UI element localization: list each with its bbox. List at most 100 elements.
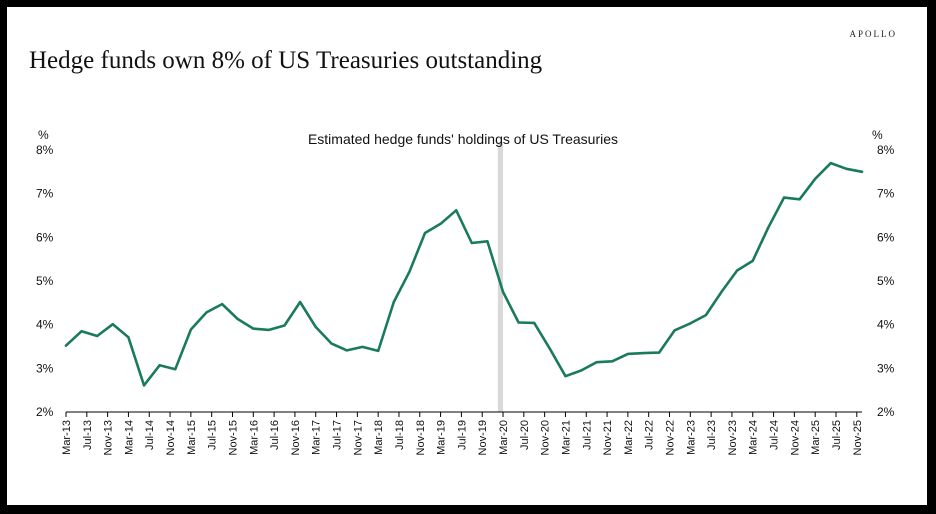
y-tick-label-right: 4% [877,318,895,332]
x-tick-label: Nov-20 [540,420,552,455]
x-tick-label: Nov-19 [477,420,489,455]
data-point [283,324,286,327]
x-tick-label: Nov-15 [227,420,239,455]
data-point [689,322,692,325]
data-point [189,328,192,331]
data-point [174,368,177,371]
x-tick-label: Nov-24 [789,420,801,455]
x-tick-label: Jul-22 [644,420,656,450]
data-point [611,360,614,363]
data-point [642,351,645,355]
data-point [345,349,349,352]
x-tick-label: Jul-19 [456,420,468,450]
y-tick-label-right: 7% [877,187,895,201]
data-point [236,317,239,321]
data-point [299,300,302,304]
y-tick-label-right: 2% [877,405,895,419]
data-point [252,327,255,330]
data-point [704,313,708,317]
data-point [392,300,395,304]
y-tick-label-right: 3% [877,361,895,375]
x-tick-label: Jul-15 [207,420,219,450]
x-tick-label: Mar-18 [373,420,385,455]
data-point [767,226,770,229]
x-tick-label: Nov-22 [665,420,677,455]
x-tick-label: Mar-19 [436,420,448,455]
data-point [657,351,661,354]
recession-shade [497,142,504,412]
x-tick-label: Nov-21 [602,420,614,455]
y-tick-label-left: 5% [36,274,54,288]
data-point [455,209,458,212]
x-tick-label: Nov-23 [727,420,739,455]
series-line [64,161,864,387]
x-tick-label: Mar-13 [61,420,73,455]
data-point [205,311,208,314]
x-tick-label: Mar-15 [186,420,198,455]
data-point [814,177,817,180]
data-point [548,347,551,350]
data-point [517,321,520,324]
y-tick-label-left: 8% [36,143,54,157]
data-point [579,369,583,372]
data-point [798,198,801,201]
y-tick-label-left: 2% [36,405,54,419]
x-tick-label: Mar-22 [623,420,635,455]
data-point [267,328,271,332]
data-point [423,231,427,235]
chart-card: APOLLO Hedge funds own 8% of US Treasuri… [7,7,927,505]
data-point [80,330,83,333]
data-point [158,364,161,367]
y-tick-label-left: 6% [36,230,54,244]
data-point [314,325,317,328]
data-point [564,375,567,378]
data-point [673,329,676,332]
x-tick-label: Nov-17 [352,420,364,455]
data-point [96,334,99,338]
data-point [377,349,380,352]
x-tick-label: Mar-23 [685,420,697,455]
x-tick-label: Mar-21 [560,420,572,455]
x-tick-label: Mar-17 [311,420,323,455]
x-tick-label: Jul-20 [519,420,531,450]
data-point [533,321,536,325]
x-tick-label: Nov-16 [290,420,302,455]
x-tick-label: Mar-20 [498,420,510,455]
data-point [127,336,130,339]
x-tick-label: Mar-25 [810,420,822,455]
data-point [330,342,333,345]
x-tick-label: Nov-18 [415,420,427,455]
x-tick-label: Nov-13 [103,420,115,455]
y-axis-label-right: % [872,128,883,142]
data-point [111,323,114,326]
x-tick-label: Jul-21 [581,420,593,450]
x-tick-label: Jul-17 [332,420,344,450]
data-point [470,241,473,245]
x-tick-label: Mar-14 [123,420,135,455]
data-point [220,303,224,306]
data-point [626,352,629,356]
y-axis-label-left: % [38,128,49,142]
data-point [361,345,364,349]
data-point [845,167,848,170]
data-point [142,384,146,387]
data-point [782,196,786,199]
data-point [439,222,442,225]
data-point [736,269,739,272]
brand-logo: APOLLO [849,29,897,39]
data-point [501,290,505,294]
y-tick-label-right: 6% [877,230,895,244]
x-tick-label: Nov-25 [852,420,864,455]
x-tick-label: Mar-16 [248,420,260,455]
data-point [860,170,864,173]
x-tick-label: Mar-24 [748,420,760,455]
data-point [751,259,754,263]
x-tick-label: Jul-18 [394,420,406,450]
y-tick-label-right: 5% [877,274,895,288]
data-point [595,361,598,364]
y-tick-label-right: 8% [877,143,895,157]
x-tick-label: Jul-25 [831,420,843,450]
data-point [486,240,489,243]
x-tick-label: Jul-14 [144,420,156,450]
